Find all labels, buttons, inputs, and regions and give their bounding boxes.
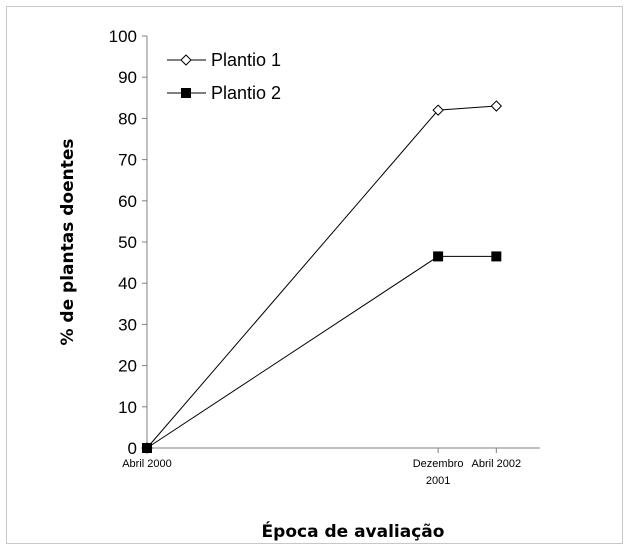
square-marker [142, 443, 152, 453]
diamond-marker [432, 104, 444, 116]
y-tick-label: 60 [118, 192, 137, 211]
legend-label: Plantio 2 [211, 83, 281, 103]
series-line-1 [146, 105, 497, 449]
y-tick-label: 20 [118, 357, 137, 376]
square-marker [491, 251, 502, 262]
diamond-marker [490, 100, 503, 112]
x-tick-label: Abril 2002 [472, 458, 522, 470]
y-tick-label: 30 [118, 315, 137, 334]
y-ticks: 0 10 20 30 40 50 60 70 80 90 100 [109, 27, 147, 458]
y-axis-title: % de plantas doentes [58, 138, 78, 345]
y-tick-label: 100 [109, 27, 137, 46]
square-marker [433, 251, 444, 262]
legend-label: Plantio 1 [211, 50, 281, 70]
y-tick-label: 50 [118, 233, 137, 252]
x-tick-label: Dezembro [413, 458, 464, 470]
diamond-marker [180, 54, 192, 66]
y-tick-label: 90 [118, 68, 137, 87]
y-tick-label: 40 [118, 274, 137, 293]
y-tick-label: 0 [128, 439, 137, 458]
x-ticks: Abril 2000 Dezembro 2001 Abril 2002 [122, 448, 521, 487]
y-tick-label: 80 [118, 109, 137, 128]
y-tick-label: 70 [118, 151, 137, 170]
x-tick-label: 2001 [426, 475, 450, 487]
series-layer [141, 100, 503, 454]
square-marker [181, 88, 191, 98]
axes [146, 36, 540, 449]
x-axis-title: Época de avaliação [262, 520, 445, 542]
y-tick-label: 10 [118, 398, 137, 417]
legend: Plantio 1 Plantio 2 [167, 50, 281, 103]
series-line-2 [146, 255, 497, 449]
x-tick-label: Abril 2000 [122, 458, 172, 470]
chart-frame [6, 6, 623, 544]
